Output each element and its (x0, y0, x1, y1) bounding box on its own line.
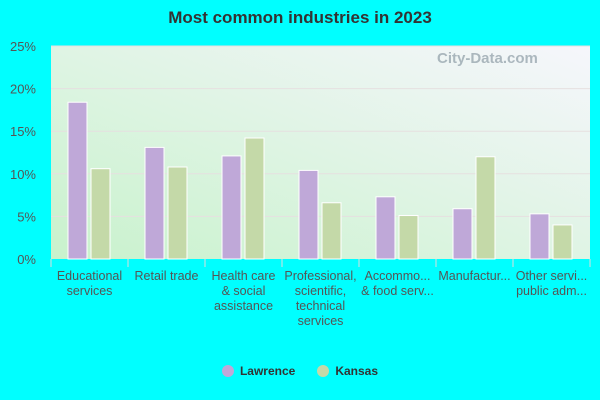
legend-item-lawrence: Lawrence (221, 364, 296, 378)
bar-lawrence (221, 155, 242, 260)
x-tick-label-line: Educational (57, 269, 122, 283)
watermark: City-Data.com (437, 50, 538, 67)
x-tick-label: Educational services (57, 269, 122, 298)
bar-kansas (244, 137, 265, 260)
bar-kansas (321, 202, 342, 260)
bar-lawrence (67, 101, 88, 260)
y-tick-label: 5% (17, 209, 36, 224)
legend: Lawrence Kansas (0, 364, 600, 378)
x-tick-label-line: Accommo... (365, 269, 431, 283)
x-tick-label-line: Health care (212, 269, 276, 283)
x-tick-label-line: Manufactur... (438, 269, 510, 283)
x-tick-label: Retail trade (135, 269, 199, 283)
bar-kansas (552, 224, 573, 260)
plot-area (51, 46, 590, 259)
y-tick-label: 20% (10, 82, 36, 97)
bar-kansas (398, 215, 419, 260)
bar-lawrence (452, 208, 473, 260)
x-tick-label-line: Professional, (284, 269, 356, 283)
x-tick-label-line: assistance (214, 299, 273, 313)
y-tick-label: 15% (10, 124, 36, 139)
x-tick-label: Other servi... public adm... (516, 269, 588, 298)
bar-lawrence (144, 146, 165, 260)
bar-lawrence (375, 196, 396, 260)
x-tick-label-line: scientific, (295, 284, 346, 298)
x-tick-label: Manufactur... (438, 269, 510, 283)
bar-kansas (90, 168, 111, 260)
x-tick-label: Professional, scientific, technical service… (284, 269, 356, 328)
x-tick-label: Accommo... & food serv... (361, 269, 434, 298)
x-tick-label-line: & food serv... (361, 284, 434, 298)
bar-lawrence (529, 213, 550, 260)
x-tick-label-line: technical (296, 299, 345, 313)
legend-label: Lawrence (239, 364, 296, 378)
bar-kansas (167, 166, 188, 260)
chart-title: Most common industries in 2023 (168, 8, 432, 27)
x-tick-label-line: services (298, 314, 344, 328)
x-tick-label-line: services (67, 284, 113, 298)
legend-swatch (221, 365, 234, 377)
x-tick-label-line: & social (222, 284, 266, 298)
x-tick-label-line: public adm... (516, 284, 587, 298)
bar-lawrence (298, 169, 319, 260)
y-tick-label: 0% (17, 252, 36, 267)
x-tick-label-line: Other servi... (516, 269, 588, 283)
x-tick-label-line: Retail trade (135, 269, 199, 283)
legend-item-kansas: Kansas (317, 364, 378, 378)
y-tick-label: 25% (10, 39, 36, 54)
legend-label: Kansas (335, 364, 379, 378)
x-tick-label: Health care & social assistance (212, 269, 276, 313)
bar-kansas (475, 156, 496, 260)
legend-swatch (317, 365, 330, 377)
y-tick-label: 10% (10, 167, 36, 182)
